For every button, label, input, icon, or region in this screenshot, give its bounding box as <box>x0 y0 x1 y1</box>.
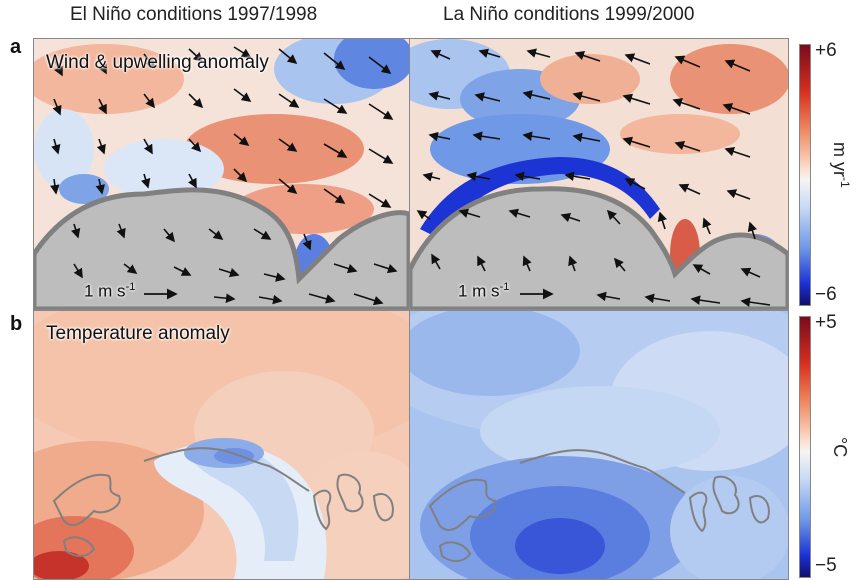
la-nina-wind-upwelling-map: 1 m s-1 <box>409 38 789 310</box>
el-nino-temperature-map: Temperature anomaly <box>33 310 410 580</box>
el-nino-column-title: El Niño conditions 1997/1998 <box>70 4 318 25</box>
temperature-colorbar-min: −5 <box>815 555 837 576</box>
temperature-colorbar-max: +5 <box>815 312 837 333</box>
row-b-letter: b <box>10 313 23 335</box>
temperature-colorbar <box>799 316 811 578</box>
upwelling-colorbar-max: +6 <box>815 40 837 61</box>
temperature-colorbar-unit: °C <box>830 437 850 458</box>
wind-upwelling-panel-label: Wind & upwelling anomaly <box>46 52 269 73</box>
el-nino-wind-upwelling-map: Wind & upwelling anomaly 1 m s-1 <box>33 38 410 310</box>
row-a-letter: a <box>10 36 22 58</box>
wind-arrows <box>50 46 398 306</box>
upwelling-colorbar-min: −6 <box>815 284 837 305</box>
upwelling-colorbar <box>799 44 811 306</box>
upwelling-colorbar-unit: m yr-1 <box>830 142 852 188</box>
la-nina-temperature-map <box>409 310 789 580</box>
la-nina-column-title: La Niño conditions 1999/2000 <box>443 4 695 25</box>
wind-scale-label: 1 m s-1 <box>84 281 136 301</box>
temperature-panel-label: Temperature anomaly <box>46 323 230 344</box>
wind-scale-label-right: 1 m s-1 <box>458 281 510 301</box>
